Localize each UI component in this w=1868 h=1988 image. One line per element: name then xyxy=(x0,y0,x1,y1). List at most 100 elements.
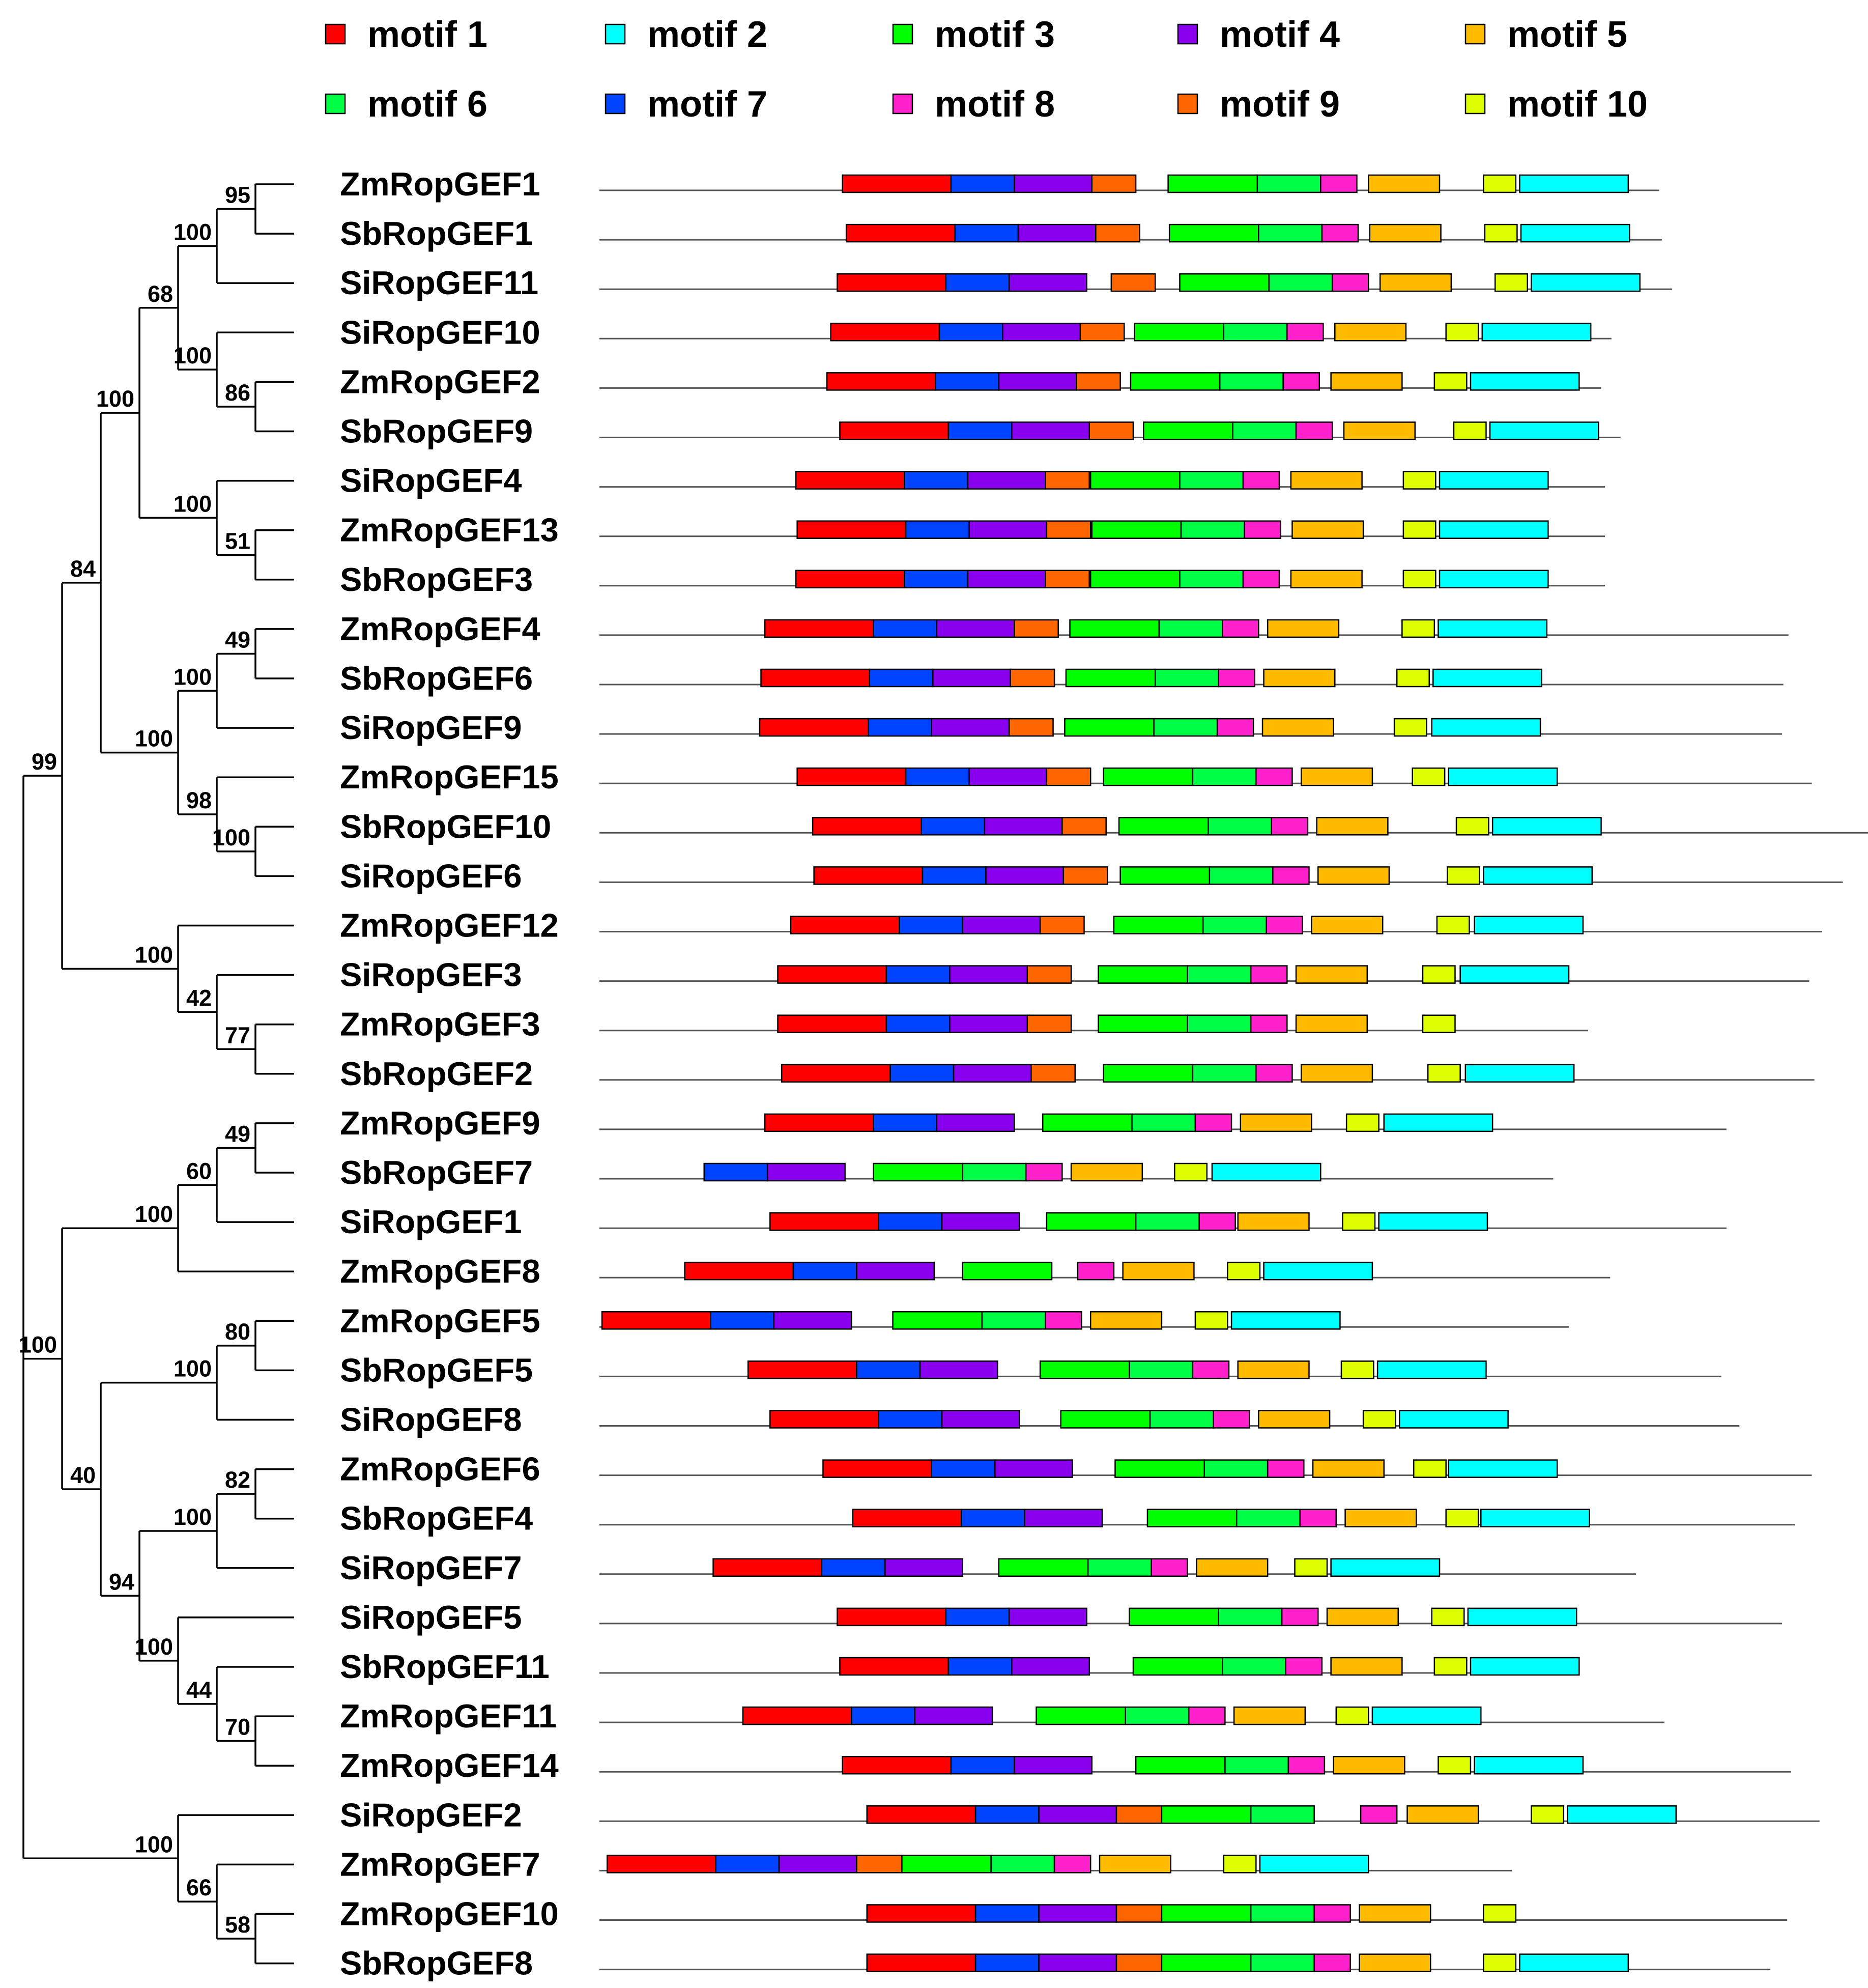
motif-9-box xyxy=(1079,323,1125,342)
motif-6-box xyxy=(1154,668,1219,688)
motif-5-box xyxy=(1267,619,1340,638)
motif-5-box xyxy=(1359,1953,1431,1972)
taxon-label-ZmRopGEF8: ZmRopGEF8 xyxy=(340,1253,540,1290)
motif-2-box xyxy=(1470,1657,1580,1676)
motif-7-box xyxy=(899,916,963,934)
motif-9-box xyxy=(1110,273,1156,292)
motif-2-box xyxy=(1448,1459,1558,1478)
motif-5-box xyxy=(1070,1162,1143,1182)
motif-3-box xyxy=(1039,1360,1130,1379)
motif-5-box xyxy=(1300,767,1373,786)
motif-7-box xyxy=(873,1113,938,1132)
motif-7-box xyxy=(954,223,1019,243)
motif-10-box xyxy=(1402,520,1436,539)
legend-swatch-motif-9 xyxy=(1177,93,1198,115)
motif-row-ZmRopGEF13 xyxy=(599,520,1605,539)
motif-10-box xyxy=(1402,570,1436,589)
motif-8-box xyxy=(1222,619,1259,638)
motif-2-box xyxy=(1474,1755,1584,1775)
motif-4-box xyxy=(1008,273,1087,292)
motif-10-box xyxy=(1484,223,1518,243)
motif-1-box xyxy=(839,1657,950,1676)
motif-1-box xyxy=(866,1953,976,1972)
motif-10-box xyxy=(1438,1755,1472,1775)
motif-9-box xyxy=(1046,767,1091,786)
legend-swatch-motif-7 xyxy=(605,93,626,115)
motif-3-box xyxy=(1042,1113,1133,1132)
motif-8-box xyxy=(1188,1706,1226,1725)
motif-3-box xyxy=(1065,668,1156,688)
motif-3-box xyxy=(1113,916,1204,934)
taxon-label-SbRopGEF5: SbRopGEF5 xyxy=(340,1351,533,1388)
motif-4-box xyxy=(1017,223,1097,243)
motif-7-box xyxy=(974,1953,1040,1972)
taxon-label-SiRopGEF10: SiRopGEF10 xyxy=(340,314,540,351)
motif-row-ZmRopGEF5 xyxy=(599,1311,1569,1330)
motif-8-box xyxy=(1216,718,1254,737)
motif-3-box xyxy=(1091,520,1182,539)
bootstrap-value: 51 xyxy=(225,528,250,554)
motif-8-box xyxy=(1250,1014,1288,1033)
motif-row-SiRopGEF7 xyxy=(599,1558,1636,1577)
motif-10-box xyxy=(1194,1311,1228,1330)
bootstrap-value: 94 xyxy=(109,1569,134,1595)
bootstrap-value: 60 xyxy=(186,1158,212,1184)
motif-3-box xyxy=(962,1261,1053,1281)
motif-3-box xyxy=(1135,1755,1226,1775)
motif-5-box xyxy=(1334,323,1407,342)
legend-label-motif-3: motif 3 xyxy=(935,14,1055,55)
taxon-label-SbRopGEF9: SbRopGEF9 xyxy=(340,413,533,450)
bootstrap-value: 80 xyxy=(225,1319,250,1345)
motif-4-box xyxy=(884,1558,963,1577)
motif-4-box xyxy=(856,1261,935,1281)
legend-label-motif-7: motif 7 xyxy=(647,84,767,125)
motif-row-SbRopGEF5 xyxy=(599,1360,1721,1379)
motif-5-box xyxy=(1406,1805,1479,1824)
motif-2-box xyxy=(1519,1953,1629,1972)
legend-swatch-motif-2 xyxy=(605,23,626,45)
motif-10-box xyxy=(1455,817,1489,836)
motif-6-box xyxy=(1258,223,1323,243)
motif-1-box xyxy=(842,1755,952,1775)
motif-4-box xyxy=(932,668,1011,688)
taxon-label-ZmRopGEF12: ZmRopGEF12 xyxy=(340,907,559,944)
motif-10-box xyxy=(1483,174,1517,193)
bootstrap-value: 99 xyxy=(32,749,57,775)
motif-8-box xyxy=(1286,323,1324,342)
motif-8-box xyxy=(1194,1113,1232,1132)
motif-8-box xyxy=(1025,1162,1063,1182)
motif-legend: motif 1 motif 2 motif 3 motif 4 motif 5 motif… xyxy=(325,14,1648,125)
motif-6-box xyxy=(1219,372,1284,391)
taxon-label-ZmRopGEF3: ZmRopGEF3 xyxy=(340,1006,540,1043)
motif-5-box xyxy=(1291,520,1364,539)
motif-8-box xyxy=(1151,1558,1188,1577)
motif-2-box xyxy=(1464,1064,1575,1083)
motif-row-SbRopGEF11 xyxy=(599,1657,1580,1676)
motif-2-box xyxy=(1520,223,1630,243)
motif-6-box xyxy=(1250,1805,1315,1824)
motif-6-box xyxy=(1222,1657,1286,1676)
motif-6-box xyxy=(1208,817,1273,836)
bootstrap-value: 68 xyxy=(148,281,173,307)
motif-4-box xyxy=(919,1360,998,1379)
legend-label-motif-8: motif 8 xyxy=(935,84,1055,125)
motif-1-box xyxy=(759,718,869,737)
motif-9-box xyxy=(1076,372,1121,391)
motif-10-box xyxy=(1340,1360,1374,1379)
motif-3-box xyxy=(1114,1459,1205,1478)
motif-2-box xyxy=(1330,1558,1441,1577)
legend-swatch-motif-10 xyxy=(1464,93,1486,115)
taxon-label-SiRopGEF5: SiRopGEF5 xyxy=(340,1599,522,1636)
motif-1-box xyxy=(796,767,907,786)
motif-9-box xyxy=(1061,817,1107,836)
motif-10-box xyxy=(1362,1410,1396,1429)
motif-1-box xyxy=(842,174,952,193)
motif-row-SbRopGEF7 xyxy=(599,1162,1554,1182)
motif-10-box xyxy=(1422,1014,1456,1033)
legend-label-motif-5: motif 5 xyxy=(1507,14,1627,55)
motif-1-box xyxy=(769,1212,879,1231)
motif-6-box xyxy=(981,1311,1046,1330)
legend-label-motif-4: motif 4 xyxy=(1220,14,1340,55)
legend-swatch-motif-1 xyxy=(325,23,346,45)
motif-8-box xyxy=(1250,965,1288,984)
